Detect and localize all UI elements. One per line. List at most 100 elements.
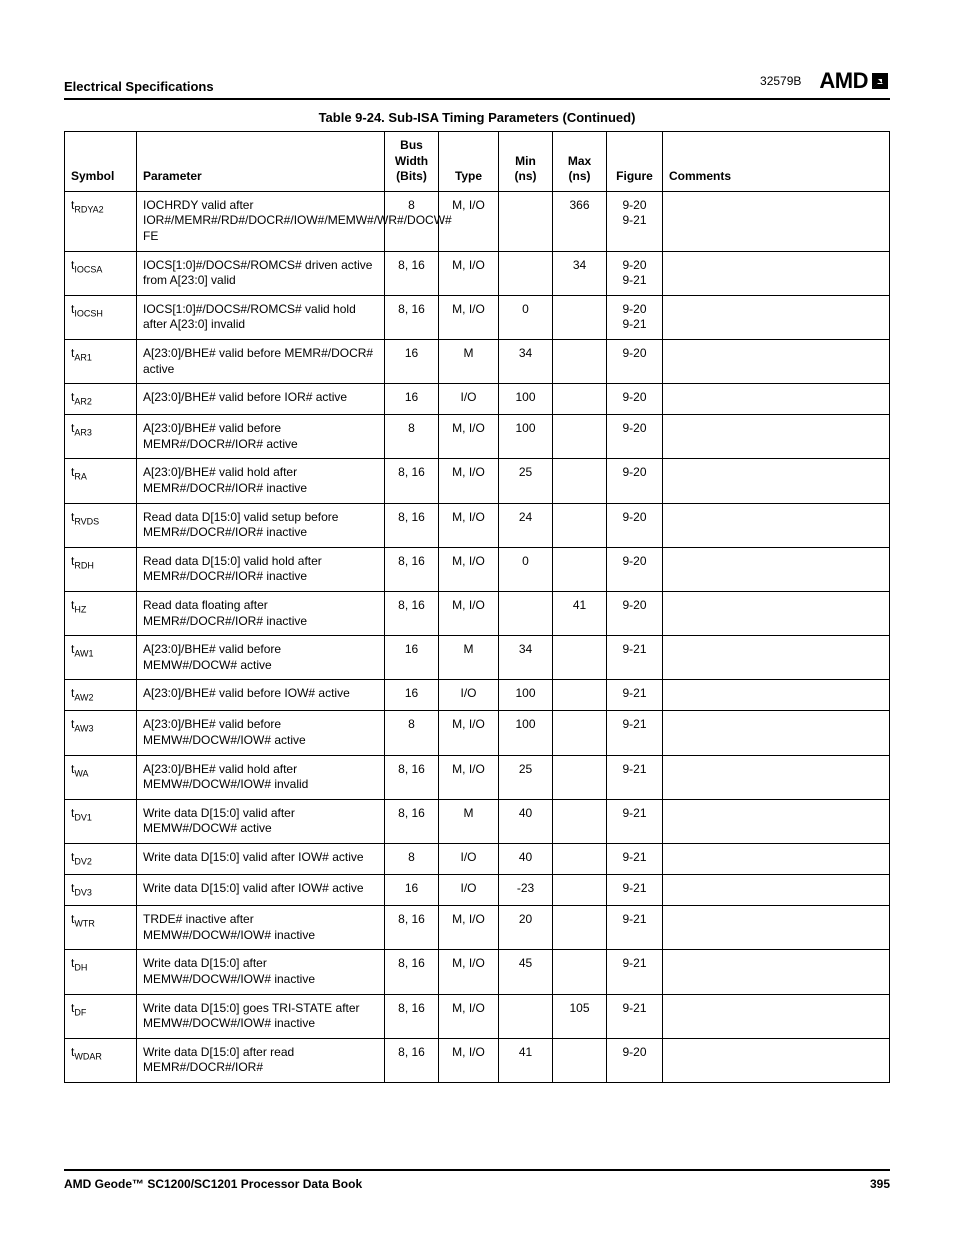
cell-max bbox=[553, 415, 607, 459]
cell-max bbox=[553, 295, 607, 339]
table-title: Table 9-24. Sub-ISA Timing Parameters (C… bbox=[64, 110, 890, 125]
symbol-subscript: DH bbox=[74, 963, 87, 973]
cell-figure: 9-209-21 bbox=[607, 251, 663, 295]
cell-symbol: tRDYA2 bbox=[65, 191, 137, 251]
cell-bus: 8 bbox=[385, 711, 439, 755]
cell-min: 24 bbox=[499, 503, 553, 547]
cell-min: 34 bbox=[499, 636, 553, 680]
cell-bus: 8 bbox=[385, 415, 439, 459]
cell-max bbox=[553, 680, 607, 711]
cell-parameter: A[23:0]/BHE# valid before MEMW#/DOCW# ac… bbox=[137, 636, 385, 680]
cell-symbol: tDF bbox=[65, 994, 137, 1038]
cell-parameter: A[23:0]/BHE# valid before MEMW#/DOCW#/IO… bbox=[137, 711, 385, 755]
cell-min: 34 bbox=[499, 339, 553, 383]
cell-type: M bbox=[439, 636, 499, 680]
cell-figure: 9-21 bbox=[607, 843, 663, 874]
cell-bus: 8, 16 bbox=[385, 547, 439, 591]
cell-figure: 9-21 bbox=[607, 799, 663, 843]
cell-type: M, I/O bbox=[439, 503, 499, 547]
cell-symbol: tRVDS bbox=[65, 503, 137, 547]
cell-symbol: tDH bbox=[65, 950, 137, 994]
cell-parameter: A[23:0]/BHE# valid hold after MEMW#/DOCW… bbox=[137, 755, 385, 799]
cell-min: 20 bbox=[499, 906, 553, 950]
cell-comments bbox=[663, 680, 890, 711]
cell-comments bbox=[663, 994, 890, 1038]
cell-min: 100 bbox=[499, 680, 553, 711]
cell-min: 100 bbox=[499, 711, 553, 755]
symbol-subscript: HZ bbox=[74, 604, 86, 614]
col-header-parameter: Parameter bbox=[137, 132, 385, 192]
section-title: Electrical Specifications bbox=[64, 79, 214, 94]
symbol-subscript: WA bbox=[74, 768, 88, 778]
cell-parameter: IOCS[1:0]#/DOCS#/ROMCS# driven active fr… bbox=[137, 251, 385, 295]
cell-type: M, I/O bbox=[439, 994, 499, 1038]
cell-type: M, I/O bbox=[439, 591, 499, 635]
table-row: tDFWrite data D[15:0] goes TRI-STATE aft… bbox=[65, 994, 890, 1038]
cell-comments bbox=[663, 547, 890, 591]
cell-max bbox=[553, 547, 607, 591]
cell-bus: 8, 16 bbox=[385, 251, 439, 295]
cell-symbol: tWTR bbox=[65, 906, 137, 950]
cell-figure: 9-20 bbox=[607, 1038, 663, 1082]
table-row: tAW3A[23:0]/BHE# valid before MEMW#/DOCW… bbox=[65, 711, 890, 755]
cell-min bbox=[499, 994, 553, 1038]
symbol-subscript: DV1 bbox=[74, 812, 92, 822]
table-row: tAR1A[23:0]/BHE# valid before MEMR#/DOCR… bbox=[65, 339, 890, 383]
cell-bus: 8 bbox=[385, 843, 439, 874]
cell-parameter: IOCHRDY valid after IOR#/MEMR#/RD#/DOCR#… bbox=[137, 191, 385, 251]
cell-comments bbox=[663, 191, 890, 251]
cell-type: M bbox=[439, 799, 499, 843]
cell-symbol: tAW2 bbox=[65, 680, 137, 711]
symbol-subscript: AR2 bbox=[74, 397, 92, 407]
cell-max: 41 bbox=[553, 591, 607, 635]
cell-bus: 8, 16 bbox=[385, 591, 439, 635]
table-row: tAR3A[23:0]/BHE# valid before MEMR#/DOCR… bbox=[65, 415, 890, 459]
cell-symbol: tAR1 bbox=[65, 339, 137, 383]
cell-symbol: tAW1 bbox=[65, 636, 137, 680]
cell-max bbox=[553, 799, 607, 843]
cell-parameter: Write data D[15:0] goes TRI-STATE after … bbox=[137, 994, 385, 1038]
symbol-subscript: RVDS bbox=[74, 516, 99, 526]
cell-bus: 8, 16 bbox=[385, 459, 439, 503]
cell-type: M, I/O bbox=[439, 415, 499, 459]
symbol-subscript: DV2 bbox=[74, 856, 92, 866]
cell-comments bbox=[663, 459, 890, 503]
cell-max bbox=[553, 1038, 607, 1082]
cell-type: M, I/O bbox=[439, 459, 499, 503]
cell-comments bbox=[663, 384, 890, 415]
cell-comments bbox=[663, 591, 890, 635]
cell-parameter: Read data D[15:0] valid hold after MEMR#… bbox=[137, 547, 385, 591]
cell-figure: 9-20 bbox=[607, 415, 663, 459]
cell-type: M, I/O bbox=[439, 251, 499, 295]
cell-parameter: A[23:0]/BHE# valid before MEMR#/DOCR#/IO… bbox=[137, 415, 385, 459]
symbol-subscript: DF bbox=[74, 1007, 86, 1017]
symbol-subscript: DV3 bbox=[74, 887, 92, 897]
cell-max bbox=[553, 459, 607, 503]
cell-bus: 8, 16 bbox=[385, 994, 439, 1038]
cell-figure: 9-20 bbox=[607, 503, 663, 547]
cell-min: 0 bbox=[499, 547, 553, 591]
cell-symbol: tRA bbox=[65, 459, 137, 503]
table-row: tIOCSAIOCS[1:0]#/DOCS#/ROMCS# driven act… bbox=[65, 251, 890, 295]
symbol-subscript: RDH bbox=[74, 560, 94, 570]
col-header-type: Type bbox=[439, 132, 499, 192]
page-footer: AMD Geode™ SC1200/SC1201 Processor Data … bbox=[64, 1169, 890, 1191]
cell-figure: 9-20 bbox=[607, 384, 663, 415]
table-row: tIOCSHIOCS[1:0]#/DOCS#/ROMCS# valid hold… bbox=[65, 295, 890, 339]
cell-bus: 16 bbox=[385, 384, 439, 415]
cell-bus: 8, 16 bbox=[385, 1038, 439, 1082]
cell-figure: 9-209-21 bbox=[607, 191, 663, 251]
cell-min: 40 bbox=[499, 799, 553, 843]
symbol-subscript: AW1 bbox=[74, 649, 93, 659]
cell-comments bbox=[663, 503, 890, 547]
cell-bus: 8, 16 bbox=[385, 503, 439, 547]
cell-bus: 8, 16 bbox=[385, 950, 439, 994]
cell-bus: 16 bbox=[385, 875, 439, 906]
table-row: tWDARWrite data D[15:0] after read MEMR#… bbox=[65, 1038, 890, 1082]
cell-symbol: tAR3 bbox=[65, 415, 137, 459]
cell-bus: 8, 16 bbox=[385, 295, 439, 339]
table-row: tAW2A[23:0]/BHE# valid before IOW# activ… bbox=[65, 680, 890, 711]
cell-max bbox=[553, 711, 607, 755]
symbol-subscript: AW2 bbox=[74, 693, 93, 703]
cell-figure: 9-20 bbox=[607, 547, 663, 591]
